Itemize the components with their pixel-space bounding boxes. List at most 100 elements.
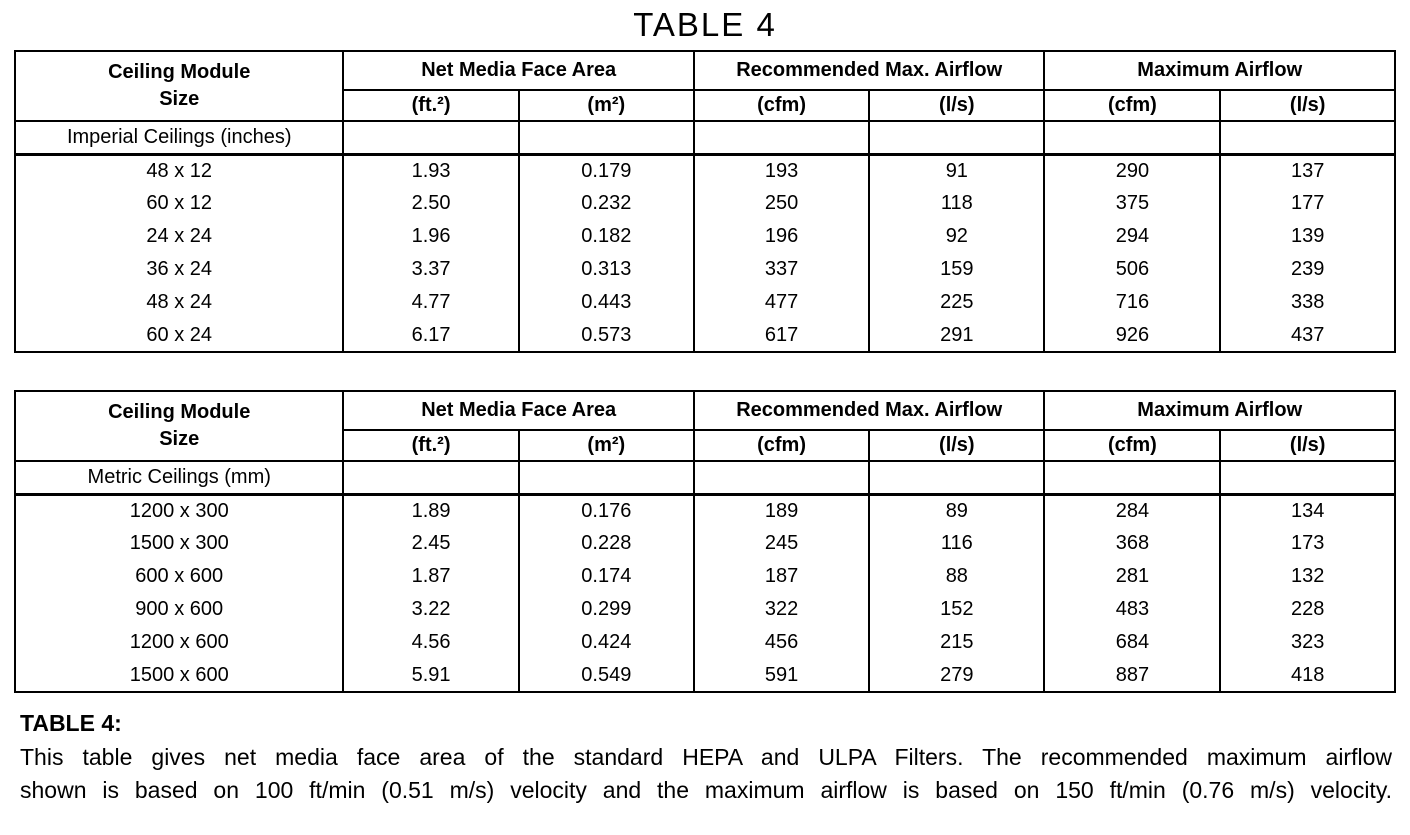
- value-cell: 0.313: [517, 253, 695, 286]
- table-row: 1500 x 600 5.91 0.549 591 279 887 418: [13, 659, 1396, 692]
- value-cell: 245: [692, 527, 871, 560]
- value-cell: 116: [868, 527, 1046, 560]
- module-size-cell: 60 x 24: [13, 319, 345, 352]
- value-cell: 3.22: [342, 593, 520, 626]
- value-cell: 617: [692, 319, 871, 352]
- value-cell: 225: [868, 286, 1046, 319]
- value-cell: 322: [692, 593, 871, 626]
- table-row: 1200 x 600 4.56 0.424 456 215 684 323: [13, 626, 1396, 659]
- recommended-max-airflow-header: Recommended Max. Airflow: [692, 391, 1046, 431]
- value-cell: 368: [1043, 527, 1222, 560]
- unit-header-ls: (l/s): [868, 430, 1046, 462]
- value-cell: 1.93: [342, 154, 520, 187]
- unit-header-cfm: (cfm): [692, 430, 871, 462]
- empty-cell: [517, 121, 695, 156]
- module-size-cell: 24 x 24: [13, 220, 345, 253]
- table-caption: TABLE 4: This table gives net media face…: [20, 707, 1392, 807]
- value-cell: 0.174: [517, 560, 695, 593]
- value-cell: 477: [692, 286, 871, 319]
- value-cell: 189: [692, 494, 871, 527]
- value-cell: 279: [868, 659, 1046, 692]
- imperial-ceilings-table: Ceiling Module Size Net Media Face Area …: [13, 50, 1396, 353]
- section-header-row: Metric Ceilings (mm): [13, 461, 1396, 496]
- table-row: 24 x 24 1.96 0.182 196 92 294 139: [13, 220, 1396, 253]
- empty-cell: [868, 461, 1046, 496]
- caption-text-line-1: This table gives net media face area of …: [20, 744, 1392, 770]
- unit-header-ls: (l/s): [1219, 430, 1396, 462]
- value-cell: 4.77: [342, 286, 520, 319]
- value-cell: 187: [692, 560, 871, 593]
- value-cell: 139: [1219, 220, 1396, 253]
- value-cell: 716: [1043, 286, 1222, 319]
- empty-cell: [517, 461, 695, 496]
- unit-header-ft2: (ft.²): [342, 430, 520, 462]
- value-cell: 1.87: [342, 560, 520, 593]
- value-cell: 294: [1043, 220, 1222, 253]
- value-cell: 375: [1043, 187, 1222, 220]
- unit-header-m2: (m²): [517, 430, 695, 462]
- value-cell: 193: [692, 154, 871, 187]
- value-cell: 4.56: [342, 626, 520, 659]
- value-cell: 323: [1219, 626, 1396, 659]
- value-cell: 1.96: [342, 220, 520, 253]
- module-header-line1: Ceiling Module: [108, 61, 251, 83]
- value-cell: 91: [868, 154, 1046, 187]
- module-size-cell: 900 x 600: [13, 593, 345, 626]
- empty-cell: [1219, 121, 1396, 156]
- module-size-cell: 1200 x 300: [13, 494, 345, 527]
- group-header-row: Ceiling Module Size Net Media Face Area …: [13, 51, 1396, 122]
- value-cell: 0.573: [517, 319, 695, 352]
- table-row: 600 x 600 1.87 0.174 187 88 281 132: [13, 560, 1396, 593]
- value-cell: 215: [868, 626, 1046, 659]
- module-size-cell: 48 x 12: [13, 154, 345, 187]
- value-cell: 196: [692, 220, 871, 253]
- empty-cell: [342, 121, 520, 156]
- table-row: 36 x 24 3.37 0.313 337 159 506 239: [13, 253, 1396, 286]
- unit-header-cfm: (cfm): [1043, 90, 1222, 122]
- value-cell: 89: [868, 494, 1046, 527]
- module-size-cell: 48 x 24: [13, 286, 345, 319]
- module-size-cell: 36 x 24: [13, 253, 345, 286]
- unit-header-cfm: (cfm): [692, 90, 871, 122]
- units-header-row: (ft.²) (m²) (cfm) (l/s) (cfm) (l/s): [15, 90, 1396, 122]
- value-cell: 152: [868, 593, 1046, 626]
- section-label-imperial: Imperial Ceilings (inches): [13, 121, 345, 156]
- module-size-column-header: Ceiling Module Size: [13, 391, 345, 462]
- value-cell: 159: [868, 253, 1046, 286]
- table-row: 1500 x 300 2.45 0.228 245 116 368 173: [13, 527, 1396, 560]
- value-cell: 0.299: [517, 593, 695, 626]
- module-size-cell: 1500 x 300: [13, 527, 345, 560]
- value-cell: 337: [692, 253, 871, 286]
- value-cell: 291: [868, 319, 1046, 352]
- empty-cell: [1043, 121, 1222, 156]
- value-cell: 0.228: [517, 527, 695, 560]
- value-cell: 88: [868, 560, 1046, 593]
- value-cell: 887: [1043, 659, 1222, 692]
- empty-cell: [1043, 461, 1222, 496]
- value-cell: 456: [692, 626, 871, 659]
- recommended-max-airflow-header: Recommended Max. Airflow: [692, 51, 1046, 91]
- empty-cell: [342, 461, 520, 496]
- unit-header-m2: (m²): [517, 90, 695, 122]
- value-cell: 684: [1043, 626, 1222, 659]
- value-cell: 338: [1219, 286, 1396, 319]
- unit-header-ls: (l/s): [868, 90, 1046, 122]
- value-cell: 3.37: [342, 253, 520, 286]
- section-label-metric: Metric Ceilings (mm): [13, 461, 345, 496]
- module-header-line2: Size: [159, 428, 200, 450]
- value-cell: 1.89: [342, 494, 520, 527]
- caption-text-line-2: shown is based on 100 ft/min (0.51 m/s) …: [20, 777, 1392, 803]
- value-cell: 177: [1219, 187, 1396, 220]
- value-cell: 0.443: [517, 286, 695, 319]
- section-header-row: Imperial Ceilings (inches): [13, 121, 1396, 156]
- value-cell: 0.179: [517, 154, 695, 187]
- value-cell: 137: [1219, 154, 1396, 187]
- value-cell: 5.91: [342, 659, 520, 692]
- value-cell: 926: [1043, 319, 1222, 352]
- unit-header-ft2: (ft.²): [342, 90, 520, 122]
- unit-header-ls: (l/s): [1219, 90, 1396, 122]
- unit-header-cfm: (cfm): [1043, 430, 1222, 462]
- value-cell: 0.232: [517, 187, 695, 220]
- table-row: 48 x 24 4.77 0.443 477 225 716 338: [13, 286, 1396, 319]
- value-cell: 284: [1043, 494, 1222, 527]
